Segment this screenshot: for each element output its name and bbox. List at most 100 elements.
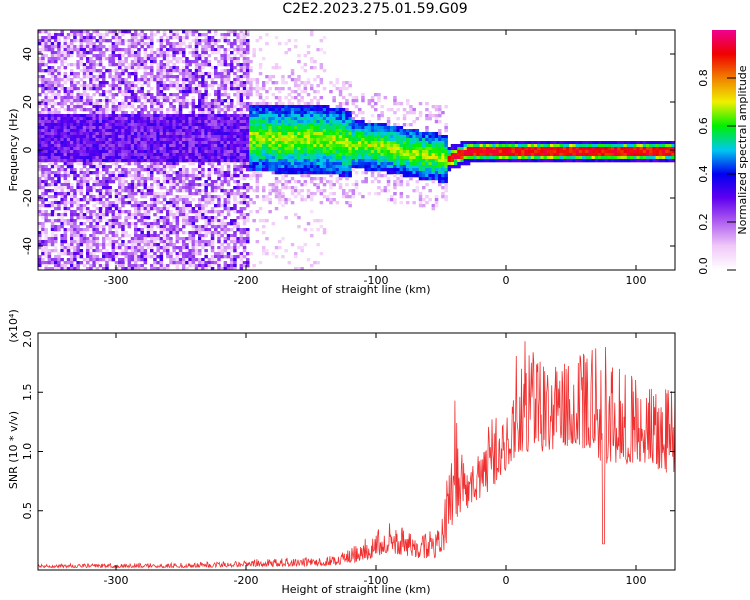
heatmap-cell bbox=[70, 138, 74, 142]
heatmap-cell bbox=[220, 165, 224, 169]
heatmap-cell bbox=[214, 117, 218, 121]
heatmap-cell bbox=[268, 147, 272, 151]
heatmap-cell bbox=[38, 207, 42, 211]
heatmap-cell bbox=[326, 114, 330, 118]
heatmap-cell bbox=[255, 141, 260, 145]
heatmap-cell bbox=[262, 195, 266, 199]
heatmap-cell bbox=[185, 102, 189, 106]
heatmap-cell bbox=[121, 135, 125, 139]
heatmap-cell bbox=[143, 261, 148, 265]
heatmap-cell bbox=[166, 48, 170, 52]
heatmap-cell bbox=[223, 75, 228, 79]
heatmap-cell bbox=[246, 258, 250, 262]
heatmap-cell bbox=[134, 264, 138, 268]
heatmap-cell bbox=[204, 120, 208, 124]
heatmap-cell bbox=[127, 192, 132, 196]
heatmap-cell bbox=[124, 159, 128, 163]
heatmap-cell bbox=[140, 201, 144, 205]
heatmap-cell bbox=[41, 42, 45, 46]
heatmap-cell bbox=[143, 141, 148, 145]
heatmap-cell bbox=[150, 192, 154, 196]
heatmap-cell bbox=[191, 249, 196, 253]
heatmap-cell bbox=[63, 240, 68, 244]
heatmap-cell bbox=[255, 159, 260, 163]
heatmap-cell bbox=[50, 129, 55, 133]
heatmap-cell bbox=[297, 156, 301, 160]
heatmap-cell bbox=[207, 42, 212, 46]
heatmap-cell bbox=[303, 144, 308, 148]
heatmap-cell bbox=[191, 87, 196, 91]
heatmap-cell bbox=[114, 105, 119, 109]
heatmap-cell bbox=[92, 153, 96, 157]
heatmap-cell bbox=[41, 111, 45, 115]
heatmap-cell bbox=[233, 255, 237, 259]
heatmap-cell bbox=[326, 126, 330, 130]
heatmap-cell bbox=[159, 111, 164, 115]
heatmap-cell bbox=[204, 225, 208, 229]
heatmap-cell bbox=[102, 120, 106, 124]
heatmap-cell bbox=[281, 132, 285, 136]
heatmap-cell bbox=[130, 189, 135, 193]
heatmap-cell bbox=[124, 156, 128, 160]
heatmap-cell bbox=[207, 177, 212, 181]
heatmap-cell bbox=[79, 39, 84, 43]
heatmap-cell bbox=[60, 138, 64, 142]
heatmap-cell bbox=[252, 51, 256, 55]
heatmap-cell bbox=[140, 183, 144, 187]
heatmap-cell bbox=[300, 111, 304, 115]
heatmap-cell bbox=[166, 123, 170, 127]
heatmap-cell bbox=[326, 141, 330, 145]
heatmap-cell bbox=[54, 258, 58, 262]
heatmap-cell bbox=[82, 159, 87, 163]
heatmap-cell bbox=[169, 75, 173, 79]
heatmap-cell bbox=[134, 132, 138, 136]
heatmap-cell bbox=[89, 39, 93, 43]
heatmap-cell bbox=[230, 102, 234, 106]
heatmap-cell bbox=[233, 144, 237, 148]
heatmap-cell bbox=[98, 156, 103, 160]
heatmap-cell bbox=[188, 123, 192, 127]
heatmap-cell bbox=[108, 201, 112, 205]
heatmap-cell bbox=[226, 42, 231, 46]
heatmap-cell bbox=[47, 219, 52, 223]
heatmap-cell bbox=[105, 168, 109, 172]
heatmap-cell bbox=[130, 246, 135, 250]
heatmap-cell bbox=[150, 186, 154, 190]
heatmap-cell bbox=[134, 207, 138, 211]
heatmap-cell bbox=[124, 168, 128, 172]
heatmap-cell bbox=[223, 150, 228, 154]
heatmap-cell bbox=[178, 186, 183, 190]
heatmap-cell bbox=[121, 144, 125, 148]
heatmap-cell bbox=[236, 135, 240, 139]
heatmap-cell bbox=[268, 159, 272, 163]
heatmap-cell bbox=[54, 228, 58, 232]
heatmap-cell bbox=[79, 192, 84, 196]
heatmap-cell bbox=[166, 153, 170, 157]
heatmap-cell bbox=[143, 240, 148, 244]
heatmap-cell bbox=[121, 147, 125, 151]
heatmap-cell bbox=[143, 135, 148, 139]
heatmap-cell bbox=[118, 144, 122, 148]
heatmap-cell bbox=[310, 147, 314, 151]
heatmap-cell bbox=[188, 132, 192, 136]
heatmap-cell bbox=[204, 180, 208, 184]
heatmap-cell bbox=[118, 57, 122, 61]
heatmap-cell bbox=[66, 243, 71, 247]
heatmap-cell bbox=[255, 156, 260, 160]
heatmap-cell bbox=[134, 126, 138, 130]
heatmap-cell bbox=[118, 102, 122, 106]
heatmap-cell bbox=[242, 174, 247, 178]
heatmap-cell bbox=[194, 51, 199, 55]
heatmap-cell bbox=[102, 45, 106, 49]
heatmap-cell bbox=[274, 189, 279, 193]
heatmap-cell bbox=[303, 162, 308, 166]
heatmap-cell bbox=[166, 255, 170, 259]
heatmap-cell bbox=[41, 159, 45, 163]
heatmap-cell bbox=[198, 189, 202, 193]
heatmap-cell bbox=[86, 147, 90, 151]
heatmap-cell bbox=[316, 186, 320, 190]
heatmap-cell bbox=[204, 48, 208, 52]
heatmap-cell bbox=[143, 105, 148, 109]
heatmap-cell bbox=[290, 144, 295, 148]
heatmap-cell bbox=[134, 228, 138, 232]
